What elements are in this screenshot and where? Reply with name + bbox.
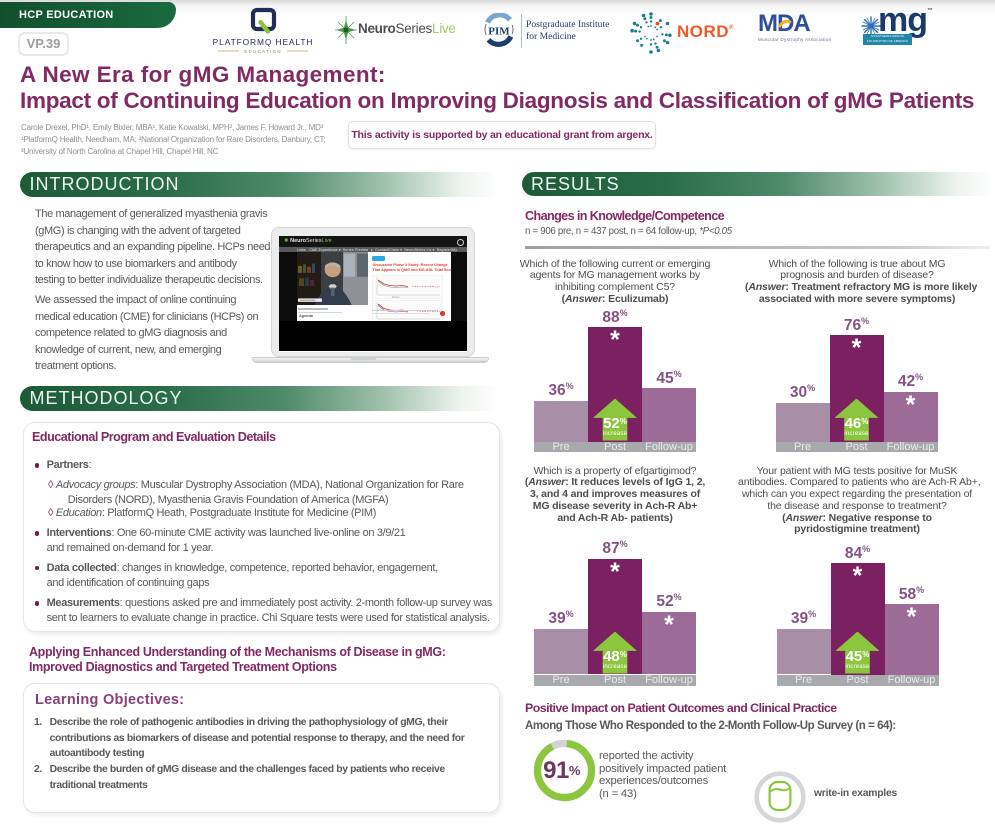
svg-text:Weeks: Weeks [392,296,400,299]
svg-text:PIM: PIM [488,26,510,38]
svg-text:EDUCATION: EDUCATION [244,49,282,53]
svg-text:PLATFORMQ HEALTH: PLATFORMQ HEALTH [213,37,314,47]
